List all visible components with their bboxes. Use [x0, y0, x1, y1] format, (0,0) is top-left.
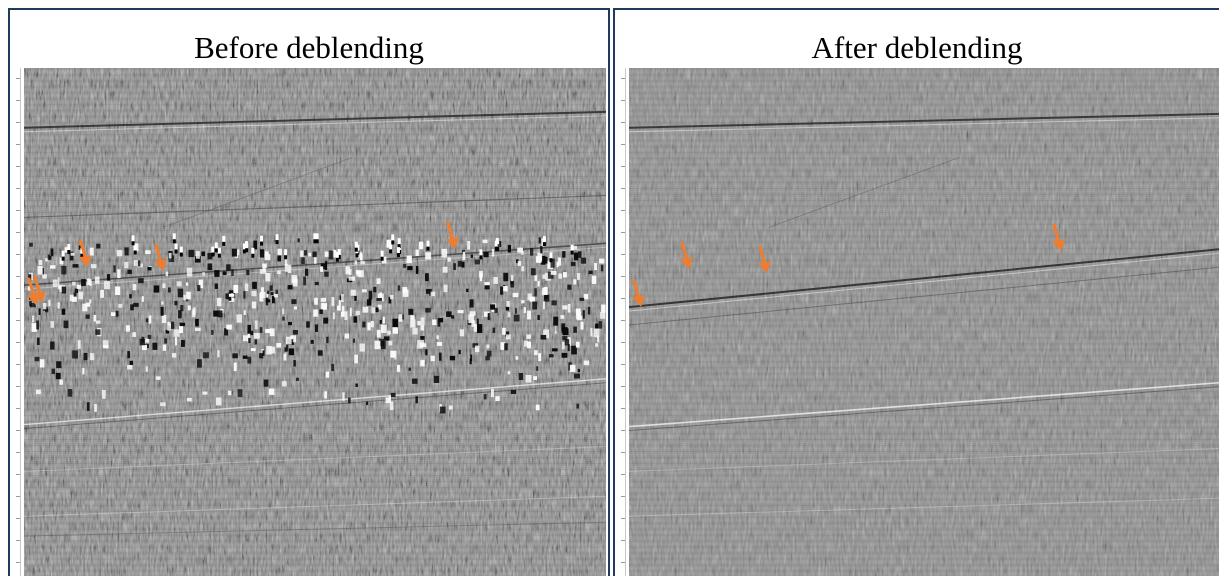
orange-arrow-icon [632, 279, 645, 308]
orange-arrow-icon [758, 245, 771, 274]
panel-title: Before deblending [194, 30, 424, 65]
before-panel: Before deblending [8, 8, 610, 576]
y-axis-ticks [619, 68, 627, 576]
orange-arrow-icon [154, 243, 168, 272]
arrow-markers [632, 223, 1065, 308]
arrow-markers [26, 221, 460, 306]
orange-arrow-icon [78, 239, 92, 268]
seismic-image-before [24, 68, 606, 576]
orange-arrow-icon [1052, 223, 1065, 252]
orange-arrow-icon [680, 241, 693, 270]
seismic-image-after [629, 68, 1219, 576]
panel-title: After deblending [811, 30, 1023, 65]
seismic-section-after [629, 68, 1219, 576]
orange-arrow-icon [446, 221, 460, 250]
after-panel: After deblending [613, 8, 1219, 576]
reflector-events [629, 112, 1219, 517]
seismic-section-before [24, 68, 606, 576]
y-axis-ticks [14, 68, 22, 576]
blending-noise-spikes [27, 233, 606, 414]
orange-arrow-icon [26, 277, 40, 306]
